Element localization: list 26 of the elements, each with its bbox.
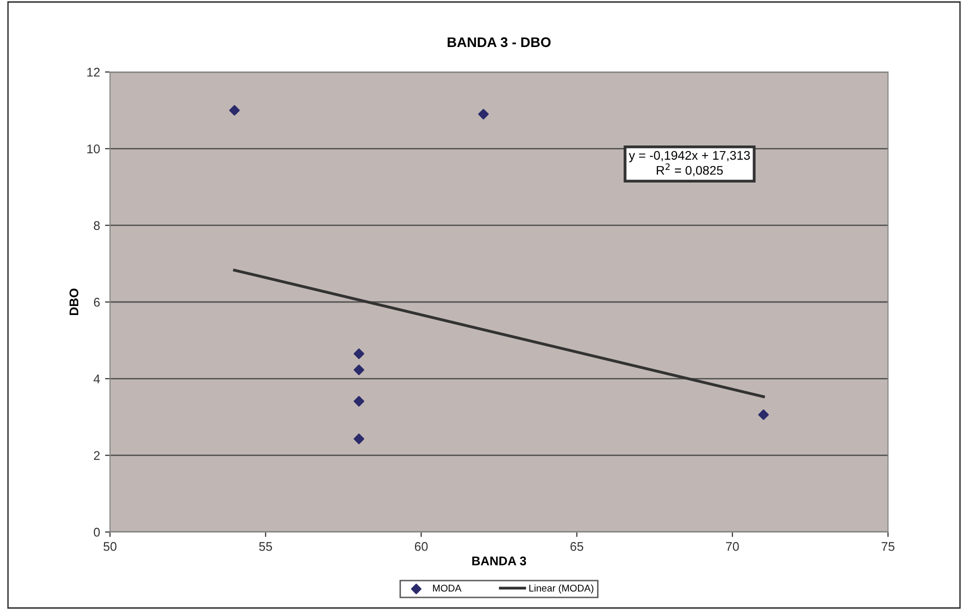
- point: [354, 396, 364, 407]
- point: [758, 409, 769, 420]
- y-tick-label: 4: [94, 374, 100, 384]
- point: [354, 348, 364, 360]
- x-tick-label: 70: [726, 542, 739, 551]
- legend-label: Linear (MODA): [529, 584, 594, 594]
- y-tick-label: 2: [94, 451, 100, 460]
- y-tick-label: 6: [94, 298, 100, 307]
- y-tick-label: 12: [87, 68, 100, 77]
- point: [354, 434, 364, 444]
- x-tick-label: 50: [104, 542, 116, 551]
- x-tick-label: 75: [882, 542, 894, 551]
- point: [229, 105, 240, 116]
- y-tick-label: 0: [94, 528, 100, 537]
- x-tick-label: 55: [259, 542, 272, 551]
- x-tick-label: 65: [570, 542, 584, 551]
- y-axis-title: DBO: [70, 288, 78, 316]
- y-tick-label: 8: [94, 221, 100, 230]
- point: [354, 364, 364, 376]
- annotation: y = -0,1942x + 17,313 R$^{2}$ = 0,0825: [628, 150, 750, 176]
- chart-title: BANDA 3 - DBO: [448, 37, 551, 48]
- y-tick-label: 10: [87, 144, 100, 154]
- x-axis-title: BANDA 3: [472, 556, 526, 566]
- legend-label: MODA: [433, 584, 462, 592]
- point: [478, 108, 489, 120]
- x-tick-label: 60: [414, 542, 428, 551]
